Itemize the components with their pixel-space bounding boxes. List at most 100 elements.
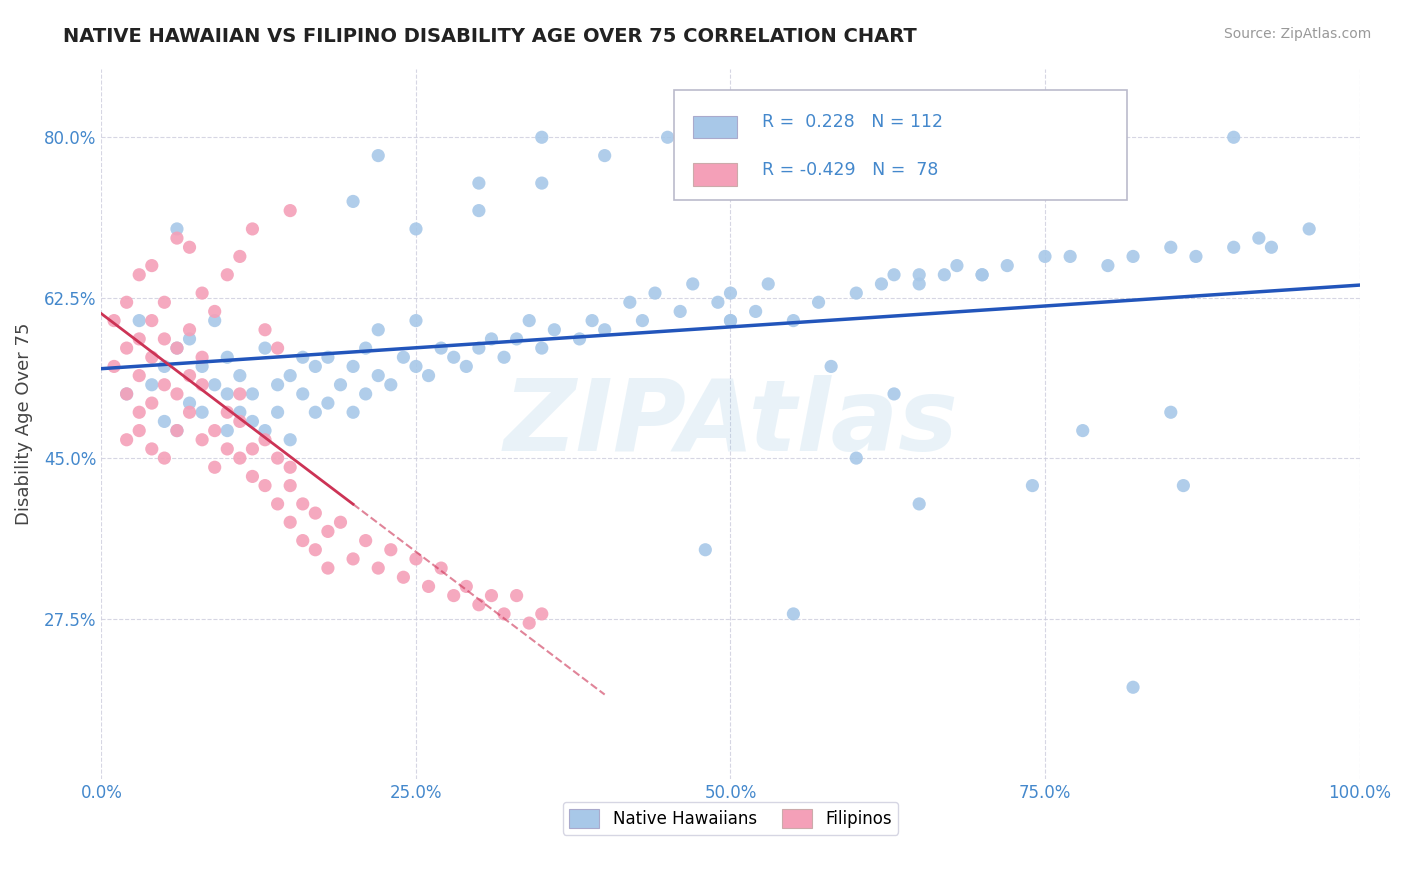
Point (530, 130, 553, 145)
Point (204, 424, 226, 438)
Point (568, 332, 591, 346)
Point (354, 341, 377, 355)
Point (468, 203, 491, 218)
Point (644, 286, 666, 301)
Point (908, 268, 931, 282)
Point (972, 268, 994, 282)
Point (1222, 130, 1244, 145)
Point (291, 351, 314, 365)
Point (430, 341, 453, 355)
Point (669, 304, 692, 318)
Point (253, 433, 276, 447)
Point (682, 277, 704, 291)
Point (191, 286, 214, 301)
Text: Source: ZipAtlas.com: Source: ZipAtlas.com (1223, 27, 1371, 41)
Point (329, 515, 352, 529)
Point (179, 323, 201, 337)
Point (443, 589, 465, 603)
Point (543, 323, 565, 337)
Point (128, 368, 150, 383)
Point (1059, 249, 1081, 263)
Point (505, 589, 527, 603)
Point (342, 359, 364, 374)
Bar (693, 163, 737, 186)
Point (141, 377, 163, 392)
Point (1185, 249, 1208, 263)
Point (229, 414, 252, 428)
Point (166, 341, 188, 355)
Point (253, 341, 276, 355)
Point (908, 277, 931, 291)
Point (883, 387, 905, 401)
Point (342, 405, 364, 419)
Point (492, 351, 515, 365)
Point (405, 552, 427, 566)
Point (807, 295, 830, 310)
Point (115, 433, 138, 447)
Point (291, 533, 314, 548)
Point (342, 552, 364, 566)
Point (229, 249, 252, 263)
Point (744, 304, 766, 318)
Point (166, 231, 188, 245)
Point (115, 387, 138, 401)
Point (217, 442, 239, 456)
Point (972, 268, 994, 282)
Point (845, 286, 868, 301)
Point (820, 359, 842, 374)
Point (845, 451, 868, 466)
Point (179, 240, 201, 254)
Point (1160, 405, 1182, 419)
Point (316, 524, 339, 539)
Point (128, 313, 150, 327)
Point (405, 313, 427, 327)
Point (229, 451, 252, 466)
Point (481, 589, 503, 603)
Point (191, 433, 214, 447)
Point (291, 387, 314, 401)
Point (392, 351, 415, 365)
Point (153, 332, 176, 346)
FancyBboxPatch shape (673, 90, 1126, 200)
Point (278, 368, 301, 383)
Point (141, 396, 163, 410)
Point (115, 387, 138, 401)
Point (443, 351, 465, 365)
Point (380, 377, 402, 392)
Point (153, 451, 176, 466)
Point (217, 424, 239, 438)
Point (1097, 259, 1119, 273)
Point (204, 377, 226, 392)
Point (720, 313, 742, 327)
Point (505, 332, 527, 346)
Point (456, 579, 478, 593)
Point (1260, 240, 1282, 254)
Point (405, 359, 427, 374)
Text: ZIPAtlas: ZIPAtlas (503, 376, 957, 472)
Point (166, 387, 188, 401)
Point (242, 387, 264, 401)
Point (1071, 424, 1094, 438)
Point (342, 194, 364, 209)
Point (316, 561, 339, 575)
Point (1160, 240, 1182, 254)
Point (115, 295, 138, 310)
Point (418, 579, 440, 593)
Point (367, 148, 389, 162)
Point (266, 341, 288, 355)
Point (179, 368, 201, 383)
Point (468, 341, 491, 355)
Point (946, 259, 969, 273)
Point (695, 542, 717, 557)
Point (883, 268, 905, 282)
Point (304, 359, 326, 374)
Point (934, 268, 956, 282)
Point (517, 616, 540, 631)
Point (115, 341, 138, 355)
Point (242, 469, 264, 483)
Point (204, 313, 226, 327)
Point (128, 405, 150, 419)
Point (179, 332, 201, 346)
Point (128, 424, 150, 438)
Point (782, 313, 804, 327)
